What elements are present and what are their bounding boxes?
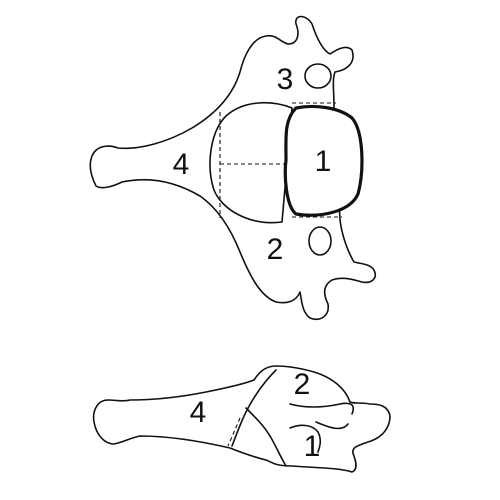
- label-top-4: 4: [173, 148, 190, 181]
- side-inner-curve-2: [245, 407, 287, 467]
- foramen-lower: [308, 226, 332, 256]
- side-dash: [227, 417, 241, 447]
- side-body-top: [289, 424, 322, 453]
- vertebral-body: [283, 104, 364, 217]
- label-top-3: 3: [277, 63, 294, 96]
- label-top-2: 2: [267, 233, 284, 266]
- vertebra-outline-side: [92, 365, 391, 473]
- label-side-4: 4: [190, 396, 207, 429]
- vertebral-canal: [209, 101, 293, 224]
- side-view: 1 2 4: [92, 365, 391, 473]
- label-top-1: 1: [315, 145, 332, 178]
- label-side-2: 2: [294, 368, 311, 401]
- side-process-upper: [289, 402, 355, 415]
- side-process-lower: [315, 421, 349, 430]
- top-view: 1 2 3 4: [89, 15, 377, 320]
- side-inner-curve-1: [231, 369, 277, 447]
- foramen-upper: [304, 63, 332, 89]
- label-side-1: 1: [304, 430, 321, 463]
